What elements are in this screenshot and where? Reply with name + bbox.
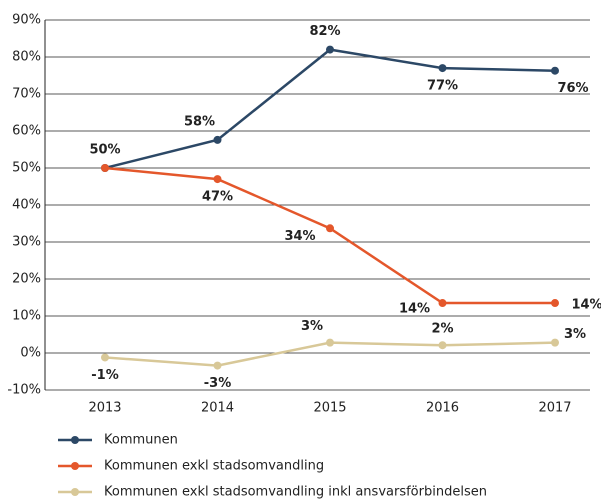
data-label: 77%: [427, 79, 458, 94]
point: [101, 353, 109, 362]
y-tick-label: -10%: [7, 383, 41, 398]
data-label: 76%: [557, 81, 588, 96]
data-label: 34%: [284, 229, 315, 244]
data-label: 3%: [301, 319, 323, 334]
point: [213, 361, 222, 370]
data-label: 58%: [184, 114, 215, 129]
point: [438, 64, 447, 73]
legend-marker: [71, 488, 79, 496]
y-tick-label: 90%: [12, 13, 41, 28]
legend-label: Kommunen exkl stadsomvandling inkl ansva…: [104, 485, 487, 500]
y-tick-label: 20%: [12, 272, 41, 287]
y-tick-label: 70%: [12, 87, 41, 102]
data-label: -1%: [91, 368, 118, 383]
data-label: 3%: [564, 327, 586, 342]
line: [104, 48, 556, 170]
data-label: -3%: [204, 376, 231, 391]
y-tick-label: 10%: [12, 309, 41, 324]
point: [551, 338, 559, 347]
data-label: 14%: [399, 302, 430, 317]
data-label: 14%: [571, 298, 601, 313]
x-tick-label: 2013: [88, 401, 121, 416]
data-label: 2%: [431, 322, 453, 337]
point: [438, 341, 447, 350]
point: [101, 164, 109, 172]
legend-label: Kommunen exkl stadsomvandling: [104, 459, 324, 474]
point: [551, 299, 559, 308]
x-tick-label: 2014: [201, 401, 234, 416]
legend-marker: [71, 436, 79, 444]
point: [326, 224, 334, 233]
point: [551, 66, 559, 75]
data-label: 47%: [202, 190, 233, 205]
point: [213, 175, 222, 184]
y-tick-label: 60%: [12, 124, 41, 139]
point: [326, 338, 334, 347]
data-label: 50%: [89, 143, 120, 158]
y-tick-label: 0%: [20, 346, 41, 361]
point: [438, 299, 447, 308]
data-label: 82%: [309, 24, 340, 39]
x-tick-label: 2015: [313, 401, 346, 416]
y-tick-label: 30%: [12, 235, 41, 250]
y-tick-label: 80%: [12, 50, 41, 65]
legend-marker: [71, 462, 79, 470]
line: [104, 166, 555, 305]
point: [326, 45, 334, 54]
point: [213, 135, 222, 144]
y-tick-label: 40%: [12, 198, 41, 213]
x-tick-label: 2017: [538, 401, 571, 416]
y-tick-label: 50%: [12, 161, 41, 176]
x-tick-label: 2016: [426, 401, 459, 416]
legend-label: Kommunen: [104, 433, 178, 448]
